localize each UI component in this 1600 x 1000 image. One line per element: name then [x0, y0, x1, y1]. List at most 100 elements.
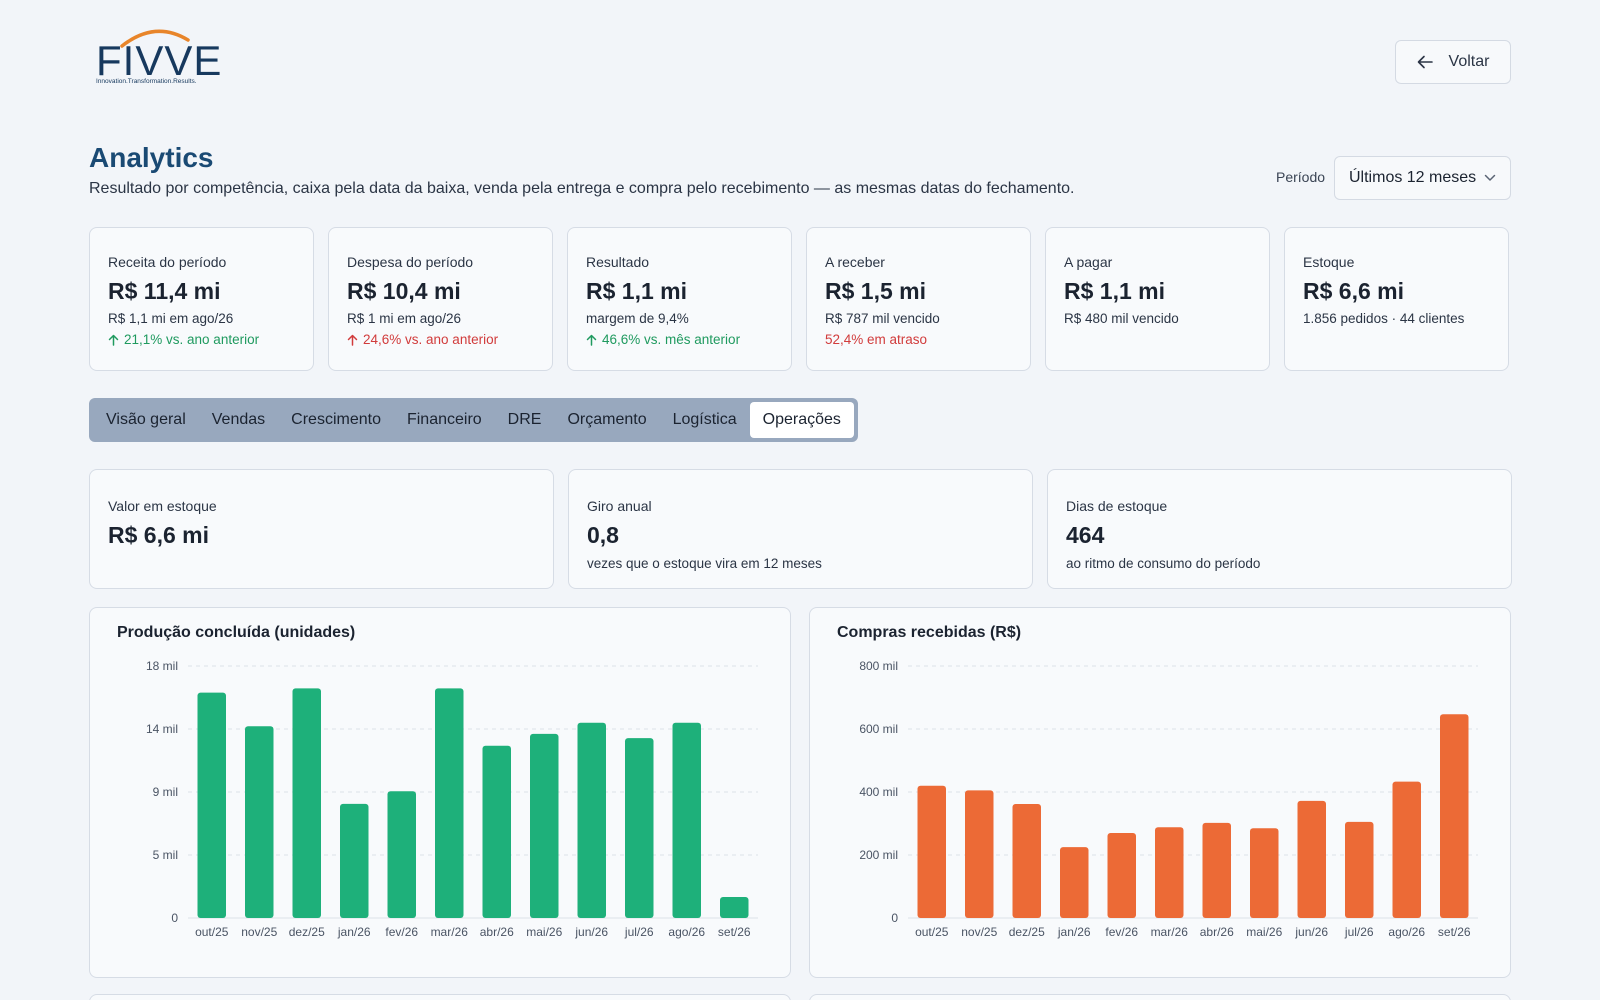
- bar: [1250, 828, 1279, 918]
- x-tick-label: nov/25: [961, 925, 997, 939]
- logo-wordmark: FIVVE: [96, 37, 223, 84]
- kpi-note: R$ 1 mi em ago/26: [347, 311, 462, 326]
- bar: [625, 738, 654, 918]
- x-tick-label: set/26: [718, 925, 751, 939]
- kpi-value: R$ 10,4 mi: [347, 278, 461, 304]
- chart-title: Produção concluída (unidades): [117, 624, 356, 641]
- bar: [197, 692, 226, 918]
- x-tick-label: out/25: [195, 925, 229, 939]
- bar: [292, 688, 321, 918]
- arrow-up-icon: [347, 334, 358, 346]
- tab-vendas[interactable]: Vendas: [211, 411, 266, 428]
- kpi-trend: 24,6% vs. ano anterior: [347, 332, 534, 347]
- stock-value: 464: [1066, 522, 1105, 548]
- bar: [435, 688, 464, 918]
- kpi-trend: 52,4% em atraso: [825, 332, 1012, 347]
- kpi-trend-text: 21,1% vs. ano anterior: [124, 332, 260, 347]
- x-tick-label: ago/26: [1388, 925, 1425, 939]
- x-tick-label: jan/26: [337, 925, 371, 939]
- arrow-up-icon: [586, 334, 597, 346]
- kpi-value: R$ 6,6 mi: [1303, 278, 1404, 304]
- x-tick-label: abr/26: [1200, 925, 1234, 939]
- stock-label: Valor em estoque: [108, 498, 217, 514]
- bar: [1440, 714, 1469, 918]
- chevron-down-icon: [1484, 174, 1496, 181]
- bar: [1345, 821, 1374, 918]
- y-tick-label: 0: [171, 911, 178, 925]
- y-tick-label: 200 mil: [859, 848, 898, 862]
- y-tick-label: 9 mil: [153, 785, 178, 799]
- y-tick-label: 18 mil: [146, 659, 178, 673]
- bar: [482, 745, 511, 918]
- x-tick-label: abr/26: [480, 925, 514, 939]
- bar: [672, 722, 701, 918]
- kpi-value: R$ 11,4 mi: [108, 278, 221, 304]
- kpi-label: Despesa do período: [347, 254, 474, 270]
- kpi-trend-text: 52,4% em atraso: [825, 332, 928, 347]
- bar: [1155, 827, 1184, 918]
- y-tick-label: 5 mil: [153, 848, 178, 862]
- tab-dre[interactable]: DRE: [507, 411, 542, 428]
- x-tick-label: set/26: [1438, 925, 1471, 939]
- kpi-trend-text: 24,6% vs. ano anterior: [363, 332, 499, 347]
- bar: [1392, 781, 1421, 918]
- bar: [1012, 803, 1041, 918]
- kpi-card-revenue: Receita do período R$ 11,4 mi R$ 1,1 mi …: [89, 227, 314, 371]
- tab-orcamento[interactable]: Orçamento: [567, 411, 647, 428]
- tab-crescimento[interactable]: Crescimento: [291, 411, 381, 428]
- y-tick-label: 400 mil: [859, 785, 898, 799]
- back-button[interactable]: Voltar: [1395, 40, 1511, 84]
- stock-value: 0,8: [587, 522, 619, 548]
- x-tick-label: mai/26: [526, 925, 562, 939]
- x-tick-label: dez/25: [289, 925, 325, 939]
- x-tick-label: nov/25: [241, 925, 277, 939]
- bar: [340, 803, 369, 918]
- x-tick-label: ago/26: [668, 925, 705, 939]
- kpi-row: Receita do período R$ 11,4 mi R$ 1,1 mi …: [89, 227, 1509, 371]
- kpi-card-stock: Estoque R$ 6,6 mi 1.856 pedidos · 44 cli…: [1284, 227, 1509, 371]
- page-subtitle: Resultado por competência, caixa pela da…: [89, 180, 1075, 197]
- stock-label: Dias de estoque: [1066, 498, 1168, 514]
- stock-note: vezes que o estoque vira em 12 meses: [587, 556, 822, 571]
- bar: [1107, 832, 1136, 918]
- kpi-note: margem de 9,4%: [586, 311, 689, 326]
- kpi-label: Receita do período: [108, 254, 227, 270]
- kpi-card-result: Resultado R$ 1,1 mi margem de 9,4% 46,6%…: [567, 227, 792, 371]
- x-tick-label: fev/26: [385, 925, 418, 939]
- kpi-card-payable: A pagar R$ 1,1 mi R$ 480 mil vencido: [1045, 227, 1270, 371]
- kpi-card-expense: Despesa do período R$ 10,4 mi R$ 1 mi em…: [328, 227, 553, 371]
- tab-logistica[interactable]: Logística: [672, 411, 737, 428]
- kpi-label: A pagar: [1064, 254, 1113, 270]
- tab-operacoes[interactable]: Operações: [749, 402, 854, 438]
- purchases-chart-card: 0 200 mil 400 mil 600 mil 800 mil out/25 nov/2…: [809, 607, 1511, 978]
- tab-financeiro[interactable]: Financeiro: [406, 411, 482, 428]
- x-tick-label: jul/26: [624, 925, 654, 939]
- x-tick-label: dez/25: [1009, 925, 1045, 939]
- page-title: Analytics: [89, 142, 214, 173]
- stock-card-days: Dias de estoque 464 ao ritmo de consumo …: [1047, 469, 1512, 589]
- stock-card-value: Valor em estoque R$ 6,6 mi: [89, 469, 554, 589]
- stock-value: R$ 6,6 mi: [108, 522, 209, 548]
- period-select-value: Últimos 12 meses: [1349, 169, 1477, 186]
- logo-arc-icon: [120, 29, 190, 48]
- period-select[interactable]: Últimos 12 meses: [1334, 156, 1511, 200]
- x-tick-label: mar/26: [1151, 925, 1189, 939]
- tab-visao-geral[interactable]: Visão geral: [106, 411, 186, 428]
- kpi-card-receivable: A receber R$ 1,5 mi R$ 787 mil vencido 5…: [806, 227, 1031, 371]
- section-tabs: Visão geral Vendas Crescimento Financeir…: [89, 398, 858, 442]
- y-tick-label: 0: [891, 911, 898, 925]
- y-tick-label: 600 mil: [859, 722, 898, 736]
- arrow-left-icon: [1417, 55, 1433, 69]
- kpi-note: 1.856 pedidos · 44 clientes: [1303, 311, 1465, 326]
- kpi-label: A receber: [825, 254, 885, 270]
- bar: [1202, 822, 1231, 918]
- y-tick-label: 800 mil: [859, 659, 898, 673]
- kpi-note: R$ 1,1 mi em ago/26: [108, 311, 234, 326]
- back-button-label: Voltar: [1448, 53, 1490, 70]
- bar: [917, 785, 946, 918]
- x-tick-label: jun/26: [574, 925, 608, 939]
- bar: [245, 726, 274, 918]
- kpi-trend: 21,1% vs. ano anterior: [108, 332, 295, 347]
- kpi-label: Estoque: [1303, 254, 1355, 270]
- stock-card-turnover: Giro anual 0,8 vezes que o estoque vira …: [568, 469, 1033, 589]
